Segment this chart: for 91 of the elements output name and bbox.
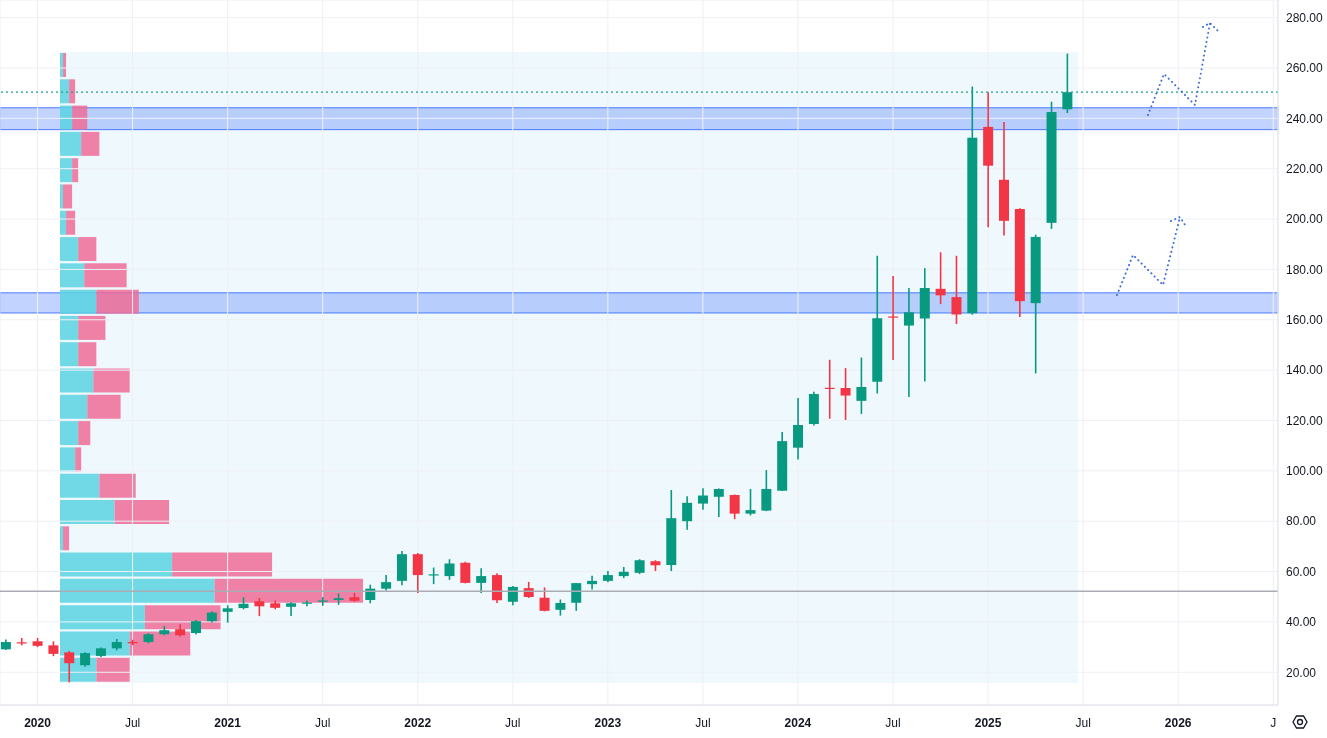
x-tick-label: 2024 <box>784 716 812 730</box>
bar <box>60 79 70 104</box>
candlestick <box>682 495 693 531</box>
y-tick-label: 80.00 <box>1286 514 1317 529</box>
y-tick-label: 260.00 <box>1286 61 1324 76</box>
bar <box>60 394 88 419</box>
y-tick-label: 200.00 <box>1286 212 1324 227</box>
candlestick <box>793 397 804 461</box>
candlestick <box>729 493 740 520</box>
bar <box>60 184 64 209</box>
bar <box>60 421 79 446</box>
bar <box>60 552 173 577</box>
bar <box>60 105 73 130</box>
candlestick <box>571 582 582 612</box>
bar <box>60 499 115 524</box>
bar <box>60 526 64 551</box>
bar <box>60 447 76 472</box>
bar <box>72 158 79 183</box>
y-tick-label: 240.00 <box>1286 111 1324 126</box>
bar <box>60 342 79 367</box>
bar <box>63 526 70 551</box>
bar <box>69 79 76 104</box>
x-tick-label: Jul <box>124 716 141 730</box>
bar <box>60 158 73 183</box>
x-tick-label: Jul <box>695 716 711 730</box>
y-tick-label: 160.00 <box>1286 313 1324 328</box>
bar <box>60 578 215 603</box>
candlestick <box>903 287 914 398</box>
bar <box>78 421 91 446</box>
candlestick <box>856 356 867 415</box>
candlestick <box>840 367 851 421</box>
x-tick-label: 2026 <box>1164 716 1192 730</box>
bar <box>96 289 139 314</box>
candlestick <box>935 251 946 305</box>
bar <box>60 131 82 156</box>
candlestick <box>761 469 772 512</box>
candlestick <box>697 487 708 511</box>
candlestick <box>286 601 297 617</box>
candlestick <box>412 552 423 594</box>
y-tick-label: 40.00 <box>1286 615 1317 630</box>
y-tick-label: 180.00 <box>1286 262 1324 277</box>
x-tick-label: 2021 <box>214 716 242 730</box>
bar <box>78 342 97 367</box>
bar <box>60 210 67 235</box>
bar <box>172 552 273 577</box>
bar <box>63 184 73 209</box>
y-tick-label: 280.00 <box>1286 10 1324 25</box>
y-tick-label: 140.00 <box>1286 363 1324 378</box>
bar <box>60 263 85 288</box>
x-tick-label: 2022 <box>404 716 432 730</box>
bar <box>60 289 97 314</box>
candlestick <box>587 575 598 591</box>
x-tick-label: Jul <box>1075 716 1091 730</box>
bar <box>60 237 79 262</box>
bar <box>72 105 88 130</box>
bar <box>84 263 127 288</box>
x-tick-label: Jul <box>315 716 331 730</box>
bar <box>93 368 130 393</box>
bar <box>66 210 76 235</box>
y-tick-label: 220.00 <box>1286 161 1324 176</box>
x-tick-label: 2023 <box>594 716 622 730</box>
bar <box>78 237 97 262</box>
bar <box>60 473 100 498</box>
x-tick-label: 2020 <box>24 716 52 730</box>
bar <box>114 499 170 524</box>
bar <box>60 605 145 630</box>
candlestick <box>64 650 75 684</box>
x-tick-label: Jul <box>885 716 901 730</box>
bar <box>78 315 106 340</box>
y-tick-label: 120.00 <box>1286 413 1324 428</box>
bar <box>60 315 79 340</box>
candlestick <box>888 275 899 361</box>
y-tick-label: 20.00 <box>1286 665 1317 680</box>
candlestick <box>745 488 756 517</box>
y-tick-label: 100.00 <box>1286 464 1324 479</box>
candlestick <box>254 597 265 617</box>
bar <box>99 473 136 498</box>
y-tick-label: 60.00 <box>1286 564 1317 579</box>
bar <box>60 368 94 393</box>
candlestick <box>476 567 487 594</box>
bar <box>87 394 121 419</box>
candlestick <box>951 255 962 325</box>
bar <box>81 131 100 156</box>
x-tick-label: 2025 <box>974 716 1002 730</box>
candlestick <box>444 558 455 581</box>
candlestick <box>1062 52 1073 114</box>
bar <box>75 447 82 472</box>
bar <box>96 657 130 682</box>
x-tick-label: Jul <box>505 716 521 730</box>
candlestick <box>713 487 724 518</box>
x-tick-label: J <box>1270 716 1277 730</box>
